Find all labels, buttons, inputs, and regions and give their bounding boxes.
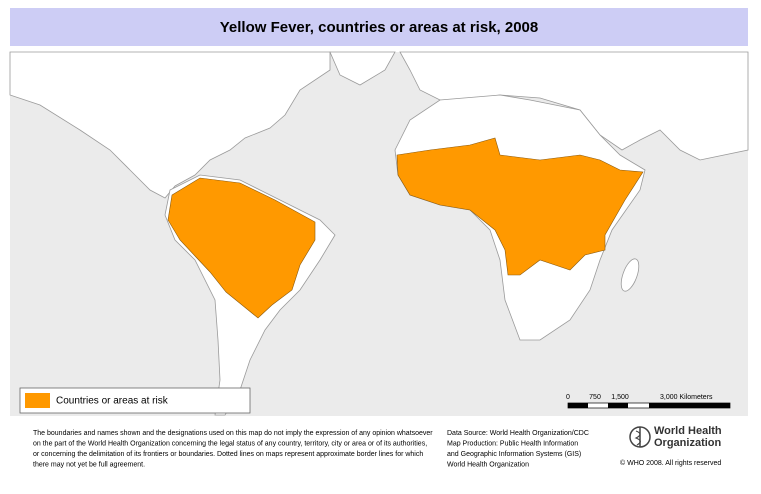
scale-label: 750 (589, 394, 601, 401)
title: Yellow Fever, countries or areas at risk… (220, 19, 539, 36)
title-bar (10, 8, 748, 46)
scale-segment (608, 403, 628, 408)
scale-label: 3,000 Kilometers (660, 394, 713, 401)
legend-swatch (25, 393, 50, 408)
disclaimer-line: The boundaries and names shown and the d… (33, 430, 433, 437)
greenland (329, 51, 396, 86)
scale-bar (567, 402, 731, 409)
logo-text: Organization (654, 437, 722, 449)
source-line: Data Source: World Health Organization/C… (447, 430, 589, 437)
legend-label: Countries or areas at risk (56, 396, 169, 407)
disclaimer-line: there may not yet be full agreement. (33, 461, 145, 468)
north-america (9, 51, 331, 199)
scale-label: 0 (566, 394, 570, 401)
scale-segment (649, 403, 730, 408)
risk-area-africa (396, 137, 644, 276)
logo-text: World Health (654, 425, 722, 437)
data-source: Data Source: World Health Organization/C… (447, 430, 589, 469)
who-emblem (629, 426, 651, 448)
source-line: and Geographic Information Systems (GIS) (447, 451, 581, 458)
legend-box (19, 387, 251, 414)
copyright: © WHO 2008. All rights reserved (620, 459, 721, 467)
source-line: World Health Organization (447, 461, 529, 468)
scale-label: 1,500 (611, 394, 629, 401)
scale-segment (568, 403, 588, 408)
disclaimer-line: or concerning the delimitation of its fr… (33, 451, 423, 458)
disclaimer-line: on the part of the World Health Organiza… (33, 440, 427, 447)
source-line: Map Production: Public Health Informatio… (447, 440, 578, 447)
risk-area-south-america (167, 177, 316, 319)
disclaimer: The boundaries and names shown and the d… (33, 430, 433, 469)
madagascar (620, 258, 640, 292)
